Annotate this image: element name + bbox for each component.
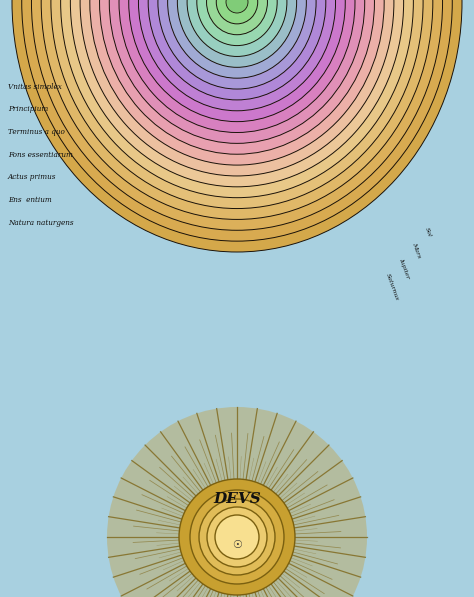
- Text: Vnitas simplex: Vnitas simplex: [8, 82, 62, 91]
- Text: Natura naturgens: Natura naturgens: [8, 219, 73, 227]
- Ellipse shape: [107, 407, 367, 597]
- Ellipse shape: [119, 0, 355, 133]
- Ellipse shape: [12, 0, 462, 252]
- Ellipse shape: [61, 0, 413, 198]
- Ellipse shape: [197, 0, 277, 45]
- Text: ☉: ☉: [232, 540, 242, 550]
- Ellipse shape: [100, 0, 374, 154]
- Ellipse shape: [187, 0, 287, 57]
- Text: Principium: Principium: [8, 105, 48, 113]
- Ellipse shape: [148, 0, 326, 100]
- Text: DEVS: DEVS: [213, 492, 261, 506]
- Ellipse shape: [129, 0, 345, 122]
- Ellipse shape: [207, 0, 267, 35]
- Ellipse shape: [41, 0, 433, 220]
- Ellipse shape: [190, 490, 284, 584]
- Ellipse shape: [177, 0, 297, 67]
- Ellipse shape: [168, 0, 306, 78]
- Text: Saturnus: Saturnus: [385, 272, 399, 301]
- Text: Actus primus: Actus primus: [8, 173, 56, 181]
- Text: Ens  entium: Ens entium: [8, 196, 52, 204]
- Ellipse shape: [90, 0, 384, 165]
- Ellipse shape: [216, 0, 258, 24]
- Ellipse shape: [70, 0, 404, 187]
- Ellipse shape: [226, 0, 248, 13]
- Ellipse shape: [51, 0, 423, 208]
- Ellipse shape: [158, 0, 316, 89]
- Ellipse shape: [138, 0, 336, 111]
- Text: Terminus a quo: Terminus a quo: [8, 128, 65, 136]
- Ellipse shape: [109, 0, 365, 143]
- Ellipse shape: [179, 479, 295, 595]
- Text: Fons essentiarum: Fons essentiarum: [8, 150, 73, 159]
- Ellipse shape: [199, 499, 275, 575]
- Ellipse shape: [215, 515, 259, 559]
- Text: Sol: Sol: [424, 227, 432, 238]
- Ellipse shape: [22, 0, 452, 241]
- Ellipse shape: [80, 0, 394, 176]
- Ellipse shape: [207, 507, 267, 567]
- Ellipse shape: [31, 0, 443, 230]
- Text: Iupiter: Iupiter: [398, 257, 410, 279]
- Text: Mars: Mars: [411, 242, 421, 259]
